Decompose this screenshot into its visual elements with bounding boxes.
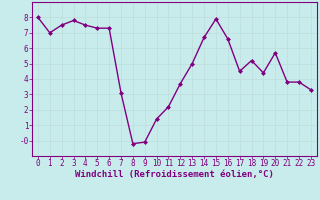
- X-axis label: Windchill (Refroidissement éolien,°C): Windchill (Refroidissement éolien,°C): [75, 170, 274, 179]
